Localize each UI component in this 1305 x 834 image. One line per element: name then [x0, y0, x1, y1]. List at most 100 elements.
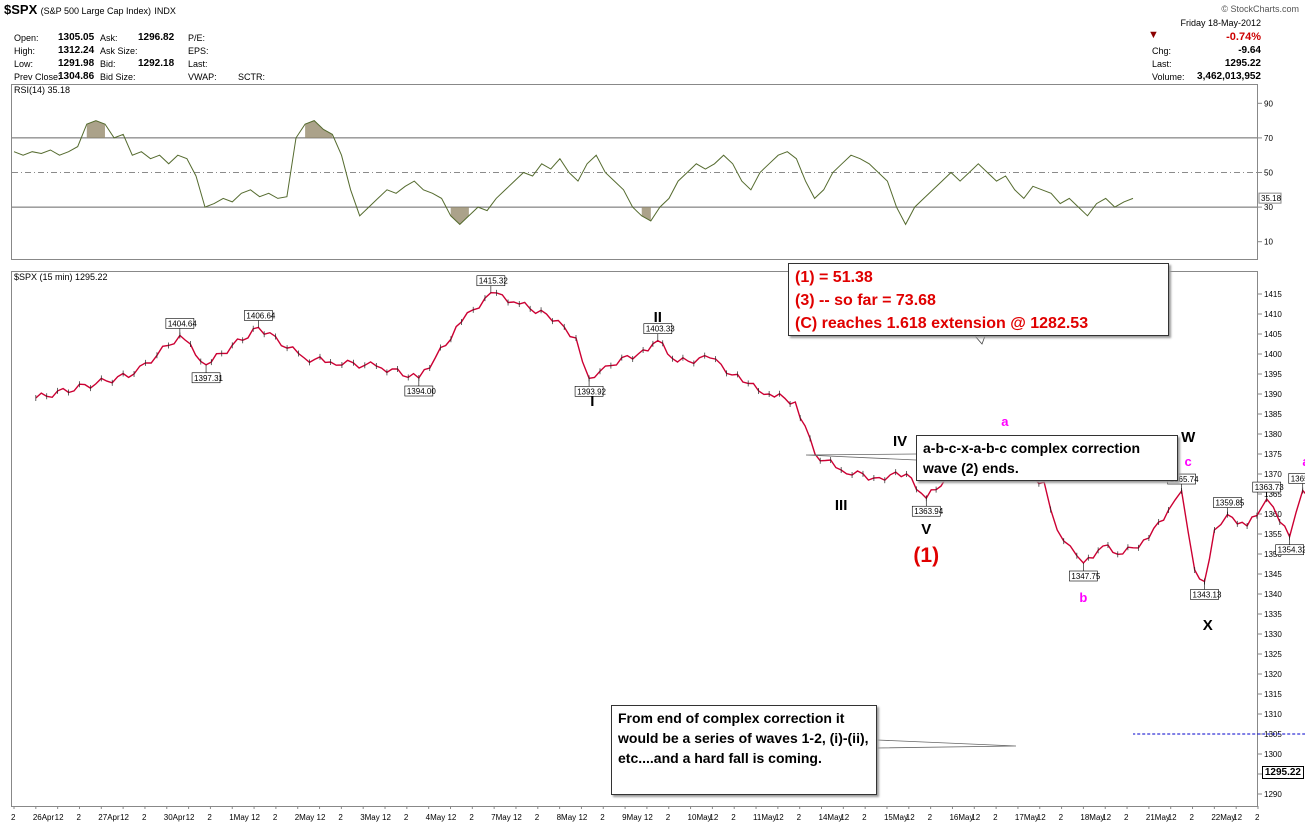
- correction-annotation-box: a-b-c-x-a-b-c complex correction wave (2…: [916, 435, 1178, 481]
- x-tick-label: 2: [1190, 813, 1195, 822]
- price-label: 1365.74: [1170, 475, 1199, 484]
- x-tick-label: 12: [1233, 813, 1242, 822]
- chg-label: Chg:: [1152, 46, 1172, 56]
- last-value: 1295.22: [1224, 58, 1261, 69]
- x-tick-label: 7May: [491, 813, 511, 822]
- x-tick-label: 2: [76, 813, 81, 822]
- x-tick-label: 26Apr: [33, 813, 55, 822]
- price-y-tick: 1330: [1264, 630, 1282, 639]
- x-tick-label: 12: [513, 813, 522, 822]
- price-panel: [11, 271, 1258, 807]
- prev-close-label: Prev Close:: [14, 72, 61, 82]
- x-tick-label: 12: [775, 813, 784, 822]
- rsi-y-tick: 70: [1264, 134, 1273, 143]
- price-label-box: [911, 505, 941, 517]
- callout-pointer: [974, 335, 986, 345]
- price-y-tick: 1300: [1264, 750, 1282, 759]
- price-y-tick: 1415: [1264, 290, 1282, 299]
- x-tick-label: 4May: [426, 813, 446, 822]
- x-tick-label: 1May: [229, 813, 249, 822]
- price-label-box: [1252, 481, 1282, 493]
- price-y-tick: 1360: [1264, 510, 1282, 519]
- price-label-box: [404, 385, 434, 397]
- x-tick-label: 2: [142, 813, 147, 822]
- price-label-box: [643, 323, 673, 334]
- price-label-box: [1069, 570, 1098, 582]
- low-label: Low:: [14, 59, 34, 69]
- price-label: 1397.31: [194, 374, 223, 383]
- x-tick-label: 2: [11, 813, 16, 822]
- price-label: 1347.75: [1071, 572, 1100, 581]
- price-y-tick: 1290: [1264, 790, 1282, 799]
- open-value: 1305.05: [58, 32, 95, 43]
- bid-size-label: Bid Size:: [100, 72, 136, 82]
- wave-label: III: [835, 497, 848, 514]
- exchange: INDX: [154, 6, 176, 16]
- last-price-box: 1295.22: [1261, 766, 1304, 780]
- price-y-tick: 1325: [1264, 650, 1282, 659]
- pe-label: P/E:: [188, 33, 206, 43]
- rsi-legend: RSI(14) 35.18: [14, 85, 70, 95]
- price-y-tick: 1375: [1264, 450, 1282, 459]
- price-label: 1403.33: [646, 325, 675, 334]
- price-label: 1404.64: [168, 319, 197, 328]
- vwap-label: VWAP:: [188, 72, 217, 82]
- sctr-label: SCTR:: [238, 72, 265, 82]
- wave-label: W: [1181, 429, 1196, 446]
- rsi-y-tick: 30: [1264, 203, 1273, 212]
- price-y-tick: 1400: [1264, 350, 1282, 359]
- rsi-title: RSI(14) 35.18: [14, 85, 71, 95]
- price-label: 1406.64: [246, 311, 275, 320]
- x-tick-label: 12: [186, 813, 195, 822]
- bid-value: 1292.18: [138, 58, 175, 69]
- rsi-y-tick: 10: [1264, 238, 1273, 247]
- x-tick-label: 12: [1102, 813, 1111, 822]
- price-y-tick: 1345: [1264, 570, 1282, 579]
- price-y-tick: 1355: [1264, 530, 1282, 539]
- price-y-tick: 1310: [1264, 710, 1282, 719]
- price-y-tick: 1315: [1264, 690, 1282, 699]
- price-label: 1343.13: [1193, 590, 1222, 599]
- x-tick-label: 12: [251, 813, 260, 822]
- x-tick-label: 12: [1037, 813, 1046, 822]
- wave-label: c: [1185, 454, 1192, 469]
- price-label: 1363.94: [914, 507, 943, 516]
- x-tick-label: 2May: [295, 813, 315, 822]
- x-tick-label: 12: [709, 813, 718, 822]
- x-tick-label: 2: [797, 813, 802, 822]
- annotation-line-2: (3) -- so far = 73.68: [795, 292, 936, 309]
- price-label-box: [1190, 589, 1219, 600]
- price-y-tick: 1390: [1264, 390, 1282, 399]
- wave-label: V: [921, 521, 931, 538]
- price-y-tick: 1365: [1264, 490, 1282, 499]
- price-y-tick: 1340: [1264, 590, 1282, 599]
- callout-pointer: [876, 739, 1017, 749]
- rsi-last-value: 35.18: [1261, 194, 1282, 203]
- low-value: 1291.98: [58, 58, 95, 69]
- prev-close-value: 1304.86: [58, 71, 95, 82]
- price-y-tick: 1335: [1264, 610, 1282, 619]
- x-tick-label: 12: [840, 813, 849, 822]
- rsi-panel: [11, 84, 1258, 260]
- x-tick-label: 2: [731, 813, 736, 822]
- x-tick-label: 12: [382, 813, 391, 822]
- rsi-zone-fill: [641, 207, 651, 221]
- x-tick-label: 12: [1168, 813, 1177, 822]
- rsi-zone-fill: [305, 120, 333, 138]
- wave-label: a: [1302, 454, 1305, 469]
- eps-label: EPS:: [188, 46, 209, 56]
- open-label: Open:: [14, 33, 39, 43]
- price-y-tick: 1380: [1264, 430, 1282, 439]
- chg-value: -9.64: [1238, 45, 1261, 56]
- price-legend: $SPX (15 min) 1295.22: [14, 272, 108, 282]
- price-label: 1354.32: [1278, 546, 1305, 555]
- rsi-y-tick: 90: [1264, 99, 1273, 108]
- x-tick-label: 3May: [360, 813, 380, 822]
- rsi-zone-fill: [450, 207, 469, 225]
- x-tick-label: 2: [928, 813, 933, 822]
- x-tick-label: 2: [1059, 813, 1064, 822]
- x-tick-label: 2: [273, 813, 278, 822]
- price-label-box: [1288, 473, 1305, 484]
- last-label-left: Last:: [188, 59, 208, 69]
